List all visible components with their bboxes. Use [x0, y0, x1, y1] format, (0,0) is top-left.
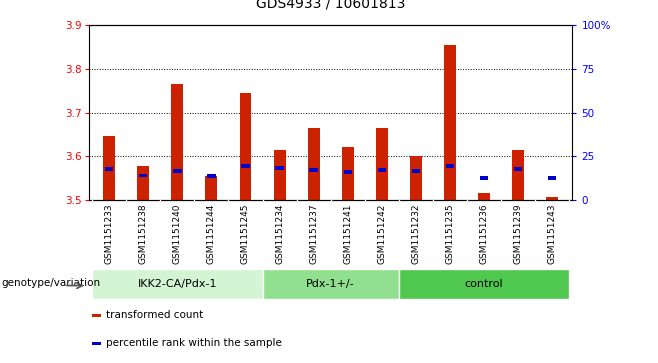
Text: GSM1151238: GSM1151238 — [139, 204, 148, 265]
Text: GDS4933 / 10601813: GDS4933 / 10601813 — [256, 0, 405, 11]
Text: percentile rank within the sample: percentile rank within the sample — [106, 338, 282, 348]
Bar — [240, 93, 251, 200]
Bar — [410, 156, 422, 200]
Bar — [412, 169, 420, 173]
Text: GSM1151243: GSM1151243 — [547, 204, 557, 264]
Bar — [378, 168, 386, 172]
Bar — [241, 164, 249, 168]
Bar — [276, 166, 284, 170]
Bar — [342, 147, 353, 200]
Bar — [274, 150, 286, 200]
Bar — [138, 166, 149, 200]
Text: GSM1151245: GSM1151245 — [241, 204, 250, 264]
Bar — [308, 128, 320, 200]
Text: genotype/variation: genotype/variation — [2, 277, 101, 287]
Bar — [399, 269, 569, 299]
Bar — [173, 169, 182, 173]
Bar — [546, 197, 558, 200]
Text: GSM1151233: GSM1151233 — [105, 204, 114, 265]
Bar — [444, 45, 456, 200]
Bar — [343, 171, 352, 174]
Bar — [376, 128, 388, 200]
Bar — [263, 269, 399, 299]
Text: GSM1151234: GSM1151234 — [275, 204, 284, 264]
Text: GSM1151244: GSM1151244 — [207, 204, 216, 264]
Bar — [91, 314, 101, 317]
Bar — [480, 176, 488, 180]
Bar — [478, 193, 490, 200]
Text: GSM1151241: GSM1151241 — [343, 204, 352, 264]
Text: control: control — [465, 279, 503, 289]
Text: GSM1151232: GSM1151232 — [411, 204, 420, 264]
Text: GSM1151236: GSM1151236 — [480, 204, 488, 265]
Text: GSM1151237: GSM1151237 — [309, 204, 318, 265]
Bar — [105, 167, 113, 171]
Bar — [512, 150, 524, 200]
Text: transformed count: transformed count — [106, 310, 203, 320]
Bar — [92, 269, 263, 299]
Text: GSM1151240: GSM1151240 — [173, 204, 182, 264]
Text: Pdx-1+/-: Pdx-1+/- — [307, 279, 355, 289]
Text: GSM1151239: GSM1151239 — [513, 204, 522, 265]
Bar — [103, 136, 115, 200]
Bar — [207, 174, 216, 178]
Bar — [91, 342, 101, 345]
Bar — [172, 84, 184, 200]
Bar — [514, 167, 522, 171]
Text: GSM1151235: GSM1151235 — [445, 204, 455, 265]
Text: IKK2-CA/Pdx-1: IKK2-CA/Pdx-1 — [138, 279, 217, 289]
Bar — [445, 164, 454, 168]
Bar — [205, 176, 217, 200]
Bar — [309, 168, 318, 172]
Bar — [139, 174, 147, 178]
Text: GSM1151242: GSM1151242 — [377, 204, 386, 264]
Bar — [548, 176, 556, 180]
